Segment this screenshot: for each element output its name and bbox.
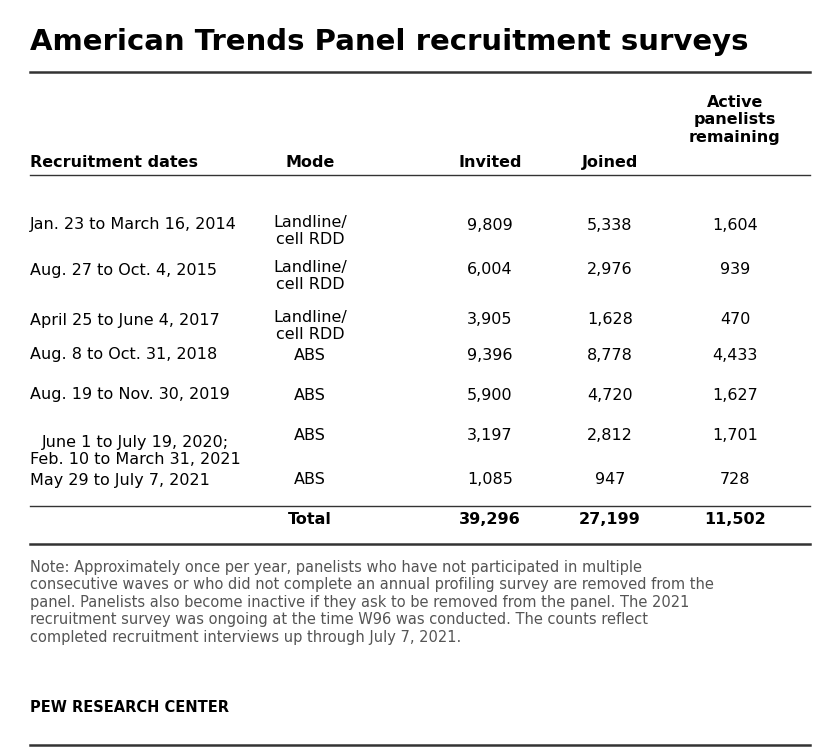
Text: ABS: ABS <box>294 388 326 403</box>
Text: 4,720: 4,720 <box>587 388 633 403</box>
Text: American Trends Panel recruitment surveys: American Trends Panel recruitment survey… <box>30 28 748 56</box>
Text: 6,004: 6,004 <box>467 262 512 278</box>
Text: 27,199: 27,199 <box>579 512 641 527</box>
Text: 5,900: 5,900 <box>467 388 512 403</box>
Text: Aug. 19 to Nov. 30, 2019: Aug. 19 to Nov. 30, 2019 <box>30 388 230 403</box>
Text: 728: 728 <box>720 472 750 488</box>
Text: 4,433: 4,433 <box>712 347 758 362</box>
Text: 1,627: 1,627 <box>712 388 758 403</box>
Text: 470: 470 <box>720 313 750 328</box>
Text: 3,197: 3,197 <box>467 427 512 442</box>
Text: April 25 to June 4, 2017: April 25 to June 4, 2017 <box>30 313 220 328</box>
Text: 1,604: 1,604 <box>712 217 758 232</box>
Text: 39,296: 39,296 <box>459 512 521 527</box>
Text: 9,809: 9,809 <box>467 217 513 232</box>
Text: 1,085: 1,085 <box>467 472 513 488</box>
Text: Mode: Mode <box>286 155 334 170</box>
Text: 1,701: 1,701 <box>712 427 758 442</box>
Text: 5,338: 5,338 <box>587 217 633 232</box>
Text: Aug. 27 to Oct. 4, 2015: Aug. 27 to Oct. 4, 2015 <box>30 262 217 278</box>
Text: Invited: Invited <box>459 155 522 170</box>
Text: 939: 939 <box>720 262 750 278</box>
Text: Total: Total <box>288 512 332 527</box>
Text: 2,812: 2,812 <box>587 427 633 442</box>
Text: Aug. 8 to Oct. 31, 2018: Aug. 8 to Oct. 31, 2018 <box>30 347 218 362</box>
Text: ABS: ABS <box>294 472 326 488</box>
Text: Landline/
cell RDD: Landline/ cell RDD <box>273 310 347 343</box>
Text: May 29 to July 7, 2021: May 29 to July 7, 2021 <box>30 472 210 488</box>
Text: Jan. 23 to March 16, 2014: Jan. 23 to March 16, 2014 <box>30 217 237 232</box>
Text: Active
panelists
remaining: Active panelists remaining <box>689 95 781 145</box>
Text: ABS: ABS <box>294 427 326 442</box>
Text: Joined: Joined <box>582 155 638 170</box>
Text: 11,502: 11,502 <box>704 512 766 527</box>
Text: June 1 to July 19, 2020;
Feb. 10 to March 31, 2021: June 1 to July 19, 2020; Feb. 10 to Marc… <box>30 435 241 467</box>
Text: PEW RESEARCH CENTER: PEW RESEARCH CENTER <box>30 700 229 715</box>
Text: 2,976: 2,976 <box>587 262 633 278</box>
Text: 8,778: 8,778 <box>587 347 633 362</box>
Text: 3,905: 3,905 <box>467 313 512 328</box>
Text: Landline/
cell RDD: Landline/ cell RDD <box>273 260 347 292</box>
Text: Landline/
cell RDD: Landline/ cell RDD <box>273 215 347 248</box>
Text: Recruitment dates: Recruitment dates <box>30 155 198 170</box>
Text: 1,628: 1,628 <box>587 313 633 328</box>
Text: 9,396: 9,396 <box>467 347 512 362</box>
Text: ABS: ABS <box>294 347 326 362</box>
Text: Note: Approximately once per year, panelists who have not participated in multip: Note: Approximately once per year, panel… <box>30 560 714 644</box>
Text: 947: 947 <box>595 472 625 488</box>
